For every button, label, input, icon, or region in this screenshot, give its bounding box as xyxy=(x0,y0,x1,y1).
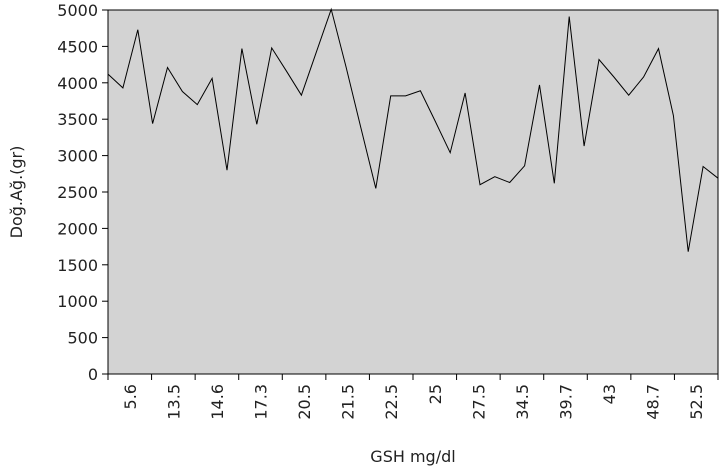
x-axis: 5.6 13.5 14.6 17.3 20.5 21.5 22.5 25 27.5 34.5 39.… xyxy=(107,374,719,420)
x-tick-label: 27.5 xyxy=(469,384,488,420)
x-tick-label: 14.6 xyxy=(208,384,227,420)
x-tick-label: 52.5 xyxy=(687,384,706,420)
series-line xyxy=(107,7,719,252)
x-tick-label: 13.5 xyxy=(164,384,183,420)
y-tick-label: 1000 xyxy=(57,292,98,311)
y-tick-label: 4000 xyxy=(57,74,98,93)
y-tick-label: 3500 xyxy=(57,110,98,129)
x-tick-label: 5.6 xyxy=(121,384,140,409)
y-tick-label: 1500 xyxy=(57,256,98,275)
y-tick-label: 5000 xyxy=(57,1,98,20)
y-axis-label: Doğ.Ağ.(gr) xyxy=(7,146,26,239)
x-tick-label: 43 xyxy=(600,384,619,404)
y-tick-label: 3000 xyxy=(57,147,98,166)
y-tick-label: 2000 xyxy=(57,219,98,238)
y-axis: 0 500 1000 1500 2000 2500 3000 3500 4000 4500 5000 xyxy=(57,1,108,384)
x-tick-label: 22.5 xyxy=(382,384,401,420)
y-tick-label: 0 xyxy=(88,365,98,384)
x-tick-label: 20.5 xyxy=(295,384,314,420)
x-tick-label: 34.5 xyxy=(513,384,532,420)
x-tick-label: 17.3 xyxy=(252,384,271,420)
plot-area xyxy=(107,9,719,375)
y-tick-label: 2500 xyxy=(57,183,98,202)
x-axis-label: GSH mg/dl xyxy=(370,447,455,466)
x-tick-label: 48.7 xyxy=(644,384,663,420)
y-tick-label: 4500 xyxy=(57,37,98,56)
y-tick-label: 500 xyxy=(67,329,98,348)
x-tick-label: 39.7 xyxy=(557,384,576,420)
x-tick-label: 21.5 xyxy=(339,384,358,420)
x-tick-label: 25 xyxy=(426,384,445,404)
